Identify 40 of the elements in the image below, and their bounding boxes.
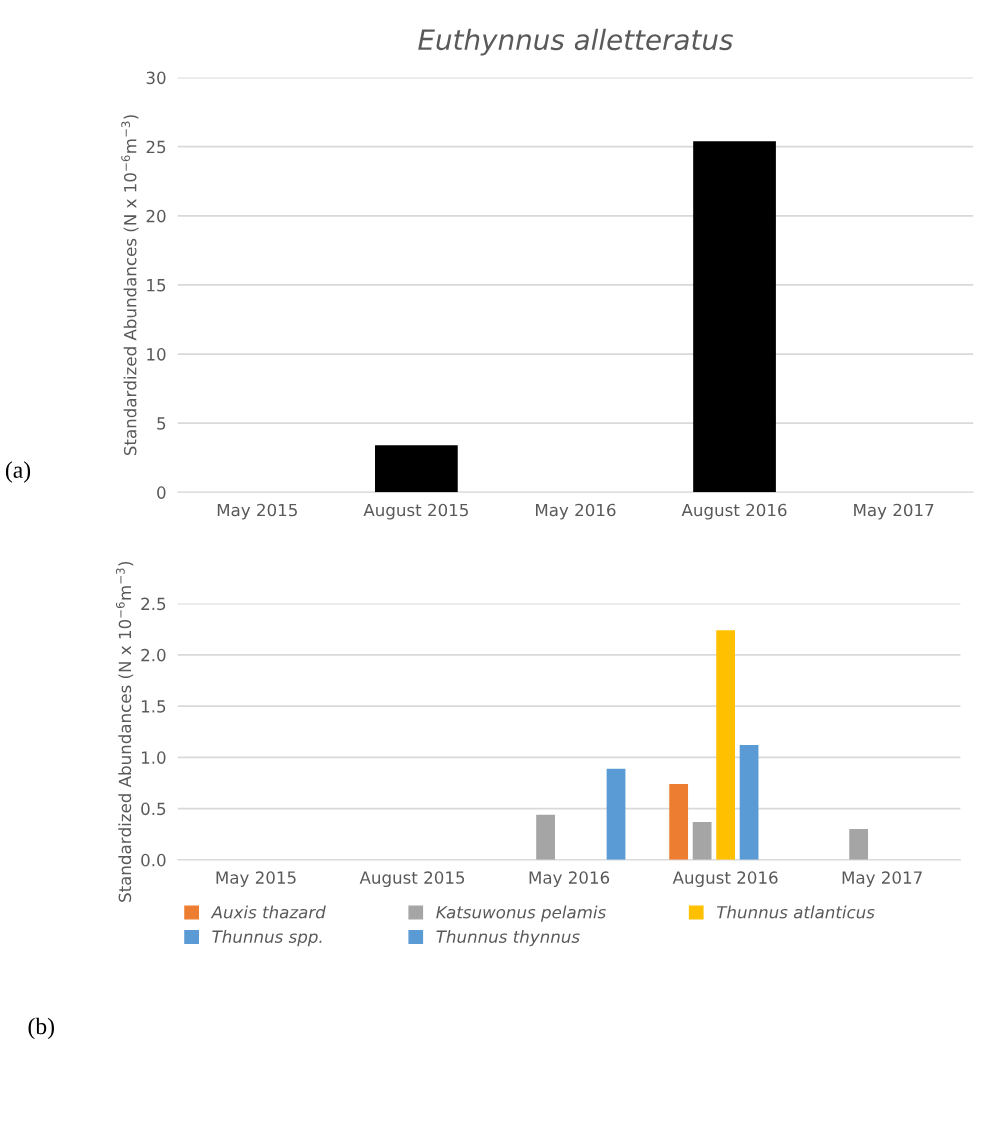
x-tick-label: May 2016 [529,871,610,888]
legend-label: Katsuwonus pelamis [436,905,606,922]
y-tick-label: 0.0 [141,853,166,867]
x-tick-label: August 2015 [359,871,465,888]
y-tick-label: 5 [157,417,166,430]
x-tick-label: May 2016 [536,503,616,520]
text: (a) [5,461,31,483]
bar [669,784,689,860]
y-tick-label: 2.0 [141,648,166,662]
y-tick-label: 25 [146,140,166,154]
legend-label: Thunnus thynnus [436,930,580,947]
y-tick-label: 1.0 [141,751,166,764]
bar [692,821,712,860]
y-axis-title: Standardized Abundances (N x 10$^{−6}$m$^{−3}$) [121,115,139,456]
x-tick-label: May 2015 [217,503,297,520]
x-tick-label: August 2016 [672,871,778,888]
x-tick-label: August 2015 [363,503,468,520]
legend-label: Auxis thazard [210,905,326,919]
y-tick-label: 30 [146,71,166,85]
y-tick-label: 0.5 [141,802,166,816]
y-tick-label: 2.5 [141,597,166,611]
y-tick-label: 20 [146,209,166,223]
x-tick-label: May 2017 [854,503,934,520]
y-tick-label: 1.5 [141,700,166,713]
bar [536,814,555,860]
y-tick-label: 0 [157,486,166,499]
y-tick-label: 15 [147,279,166,292]
y-axis-title: Standardized Abundances (N x 10$^{−6}$m$^{−3}$) [115,561,134,902]
text: (b) [28,1017,54,1040]
x-tick-label: May 2017 [842,871,922,888]
bar [849,829,869,860]
bar [606,768,626,860]
y-tick-label: 10 [147,348,166,361]
x-tick-label: August 2016 [681,503,787,520]
bar [739,745,759,860]
x-tick-label: May 2015 [216,871,296,888]
chart-title: Euthynnus alletteratus [418,28,733,56]
legend-label: Thunnus atlanticus [716,905,875,919]
legend-label: Thunnus spp. [212,930,322,947]
bar [716,630,735,860]
